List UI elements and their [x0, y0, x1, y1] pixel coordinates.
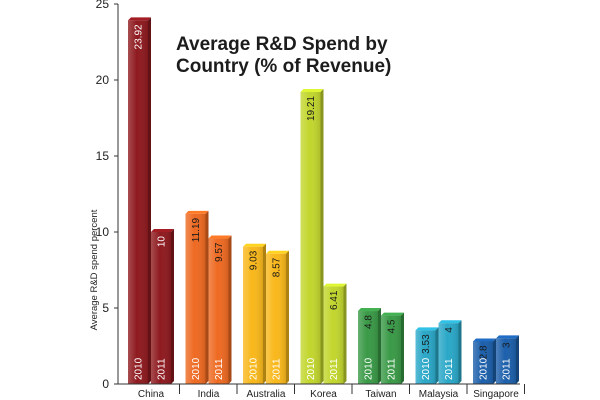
- bar-top: [496, 335, 519, 339]
- category-label: India: [198, 389, 220, 400]
- bar-sheen: [473, 341, 493, 384]
- bar-sheen: [243, 246, 263, 384]
- y-tick-label: 10: [96, 225, 110, 239]
- y-tick-label: 25: [96, 0, 110, 11]
- bar-side: [493, 338, 496, 384]
- bar-sheen: [496, 338, 516, 384]
- axes-group: 0 5 10 15 20 25 China India Australia Korea Taiwan…: [96, 0, 525, 400]
- bar-sheen: [438, 323, 459, 384]
- bar-side: [458, 320, 462, 384]
- bar-value-label: 11.19: [191, 217, 202, 242]
- bar-year-label: 2011: [444, 358, 455, 380]
- bar-side: [343, 283, 347, 384]
- bar-year-label: 2010: [134, 357, 145, 380]
- bar-value-label: 6.41: [329, 290, 340, 310]
- bar-top: [473, 338, 496, 342]
- bar-side: [435, 327, 439, 384]
- bar-sheen: [128, 20, 148, 384]
- bar-value-label: 19.21: [306, 96, 317, 121]
- bar-year-label: 2011: [214, 358, 225, 380]
- bar-sheen: [323, 286, 344, 384]
- bar-top: [208, 235, 232, 239]
- y-tick-label: 20: [96, 73, 110, 87]
- bar-side: [171, 229, 174, 384]
- bar-value-label: 3.53: [421, 334, 432, 354]
- bar-year-label: 2010: [249, 357, 260, 380]
- bar-side: [148, 17, 151, 384]
- bar-side: [401, 312, 404, 384]
- bar-top: [243, 243, 266, 247]
- bar-year-label: 2010: [479, 357, 490, 380]
- bar-side: [205, 210, 209, 384]
- bar-year-label: 2010: [306, 357, 317, 380]
- bar-value-label: 2.8: [479, 345, 490, 359]
- bar-side: [516, 335, 519, 384]
- bar-top: [381, 312, 404, 316]
- category-label: Korea: [310, 389, 337, 400]
- chart-title-line-1: Average R&D Spend by: [176, 34, 388, 55]
- category-label: Australia: [247, 389, 286, 400]
- bar-year-label: 2011: [272, 358, 283, 380]
- bar-sheen: [185, 213, 206, 384]
- bars-group: 23.92 2010 10 2011 11.19 2010 9.57 2011 9.03 2010…: [128, 17, 519, 385]
- bar-value-label: 9.03: [249, 250, 260, 270]
- bar-side: [320, 89, 324, 385]
- bar-top: [438, 320, 462, 324]
- bar-year-label: 2011: [502, 358, 513, 380]
- category-label: China: [138, 389, 165, 400]
- bar-top: [128, 17, 151, 21]
- bar-value-label: 9.57: [214, 242, 225, 262]
- category-label: Singapore: [473, 389, 519, 400]
- bar-year-label: 2011: [387, 358, 398, 380]
- bar-value-label: 3: [502, 342, 513, 348]
- bar-top: [266, 250, 289, 254]
- bar-year-label: 2010: [364, 357, 375, 380]
- bar-year-label: 2010: [191, 357, 202, 380]
- y-tick-label: 5: [102, 301, 109, 315]
- bar-side: [263, 243, 266, 384]
- category-label: Taiwan: [365, 389, 396, 400]
- bar-value-label: 4.8: [364, 315, 375, 329]
- bar-year-label: 2011: [329, 358, 340, 380]
- bar-top: [358, 308, 381, 312]
- bar-year-label: 2010: [421, 357, 432, 380]
- bar-sheen: [300, 92, 321, 385]
- bar-sheen: [266, 253, 286, 384]
- bar-top: [151, 229, 174, 232]
- chart-title-line-2: Country (% of Revenue): [176, 56, 391, 77]
- category-label: Malaysia: [419, 389, 459, 400]
- y-tick-label: 15: [96, 149, 110, 163]
- bar-sheen: [381, 315, 401, 384]
- bar-value-label: 4.5: [387, 319, 398, 333]
- bar-top: [300, 89, 324, 93]
- bar-sheen: [151, 232, 171, 384]
- bar-side: [286, 250, 289, 384]
- bar-sheen: [415, 330, 436, 384]
- bar-value-label: 23.92: [134, 24, 145, 49]
- bar-sheen: [358, 311, 378, 384]
- bar-value-label: 8.57: [272, 257, 283, 277]
- bar-value-label: 10: [157, 236, 168, 248]
- bar-sheen: [208, 238, 229, 384]
- bar-side: [378, 308, 381, 384]
- y-tick-label: 0: [102, 377, 109, 391]
- bar-side: [228, 235, 232, 384]
- bar-top: [185, 210, 209, 214]
- bar-year-label: 2011: [157, 358, 168, 380]
- y-axis-label: Average R&D spend percent: [89, 209, 100, 330]
- bar-value-label: 4: [444, 327, 455, 333]
- bar-top: [323, 283, 347, 287]
- bar-top: [415, 327, 439, 331]
